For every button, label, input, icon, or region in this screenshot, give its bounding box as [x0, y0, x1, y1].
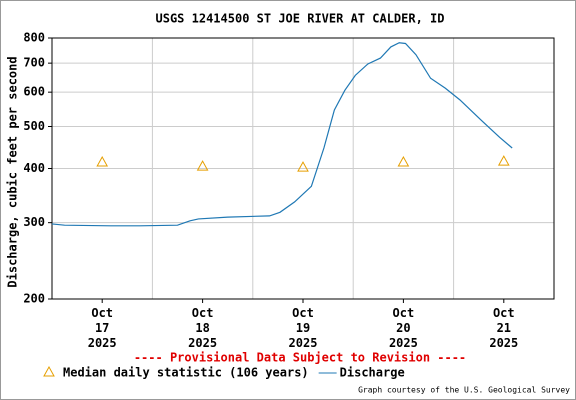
y-tick-label: 800: [23, 31, 45, 45]
notice: ---- Provisional Data Subject to Revisio…: [134, 351, 466, 365]
y-tick-label: 700: [23, 56, 45, 70]
legend-label: Discharge: [340, 366, 405, 380]
y-tick-label: 300: [23, 215, 45, 229]
credit: Graph courtesy of the U.S. Geological Su…: [358, 386, 570, 395]
median-marker: [497, 155, 510, 166]
legend-label: Median daily statistic (106 years): [63, 366, 309, 380]
y-tick-label: 600: [23, 85, 45, 99]
x-tick-label: Oct 21 2025: [489, 306, 519, 350]
x-tick-label: Oct 17 2025: [87, 306, 117, 350]
plot-border: [51, 37, 555, 300]
chart-title: USGS 12414500 ST JOE RIVER AT CALDER, ID: [156, 12, 445, 26]
y-tick-label: 200: [23, 292, 45, 306]
y-tick-label: 400: [23, 161, 45, 175]
median-marker: [397, 155, 410, 167]
x-tick-label: Oct 18 2025: [188, 306, 218, 350]
median-marker: [297, 161, 309, 172]
x-tick-label: Oct 20 2025: [388, 306, 418, 350]
x-tick-label: Oct 19 2025: [288, 306, 318, 350]
median-marker: [196, 160, 209, 171]
legend-marker: [43, 365, 55, 377]
y-tick-label: 500: [23, 119, 45, 133]
median-marker: [96, 155, 109, 167]
discharge-line: [51, 42, 513, 227]
y-axis-label: Discharge, cubic feet per second: [6, 56, 20, 287]
